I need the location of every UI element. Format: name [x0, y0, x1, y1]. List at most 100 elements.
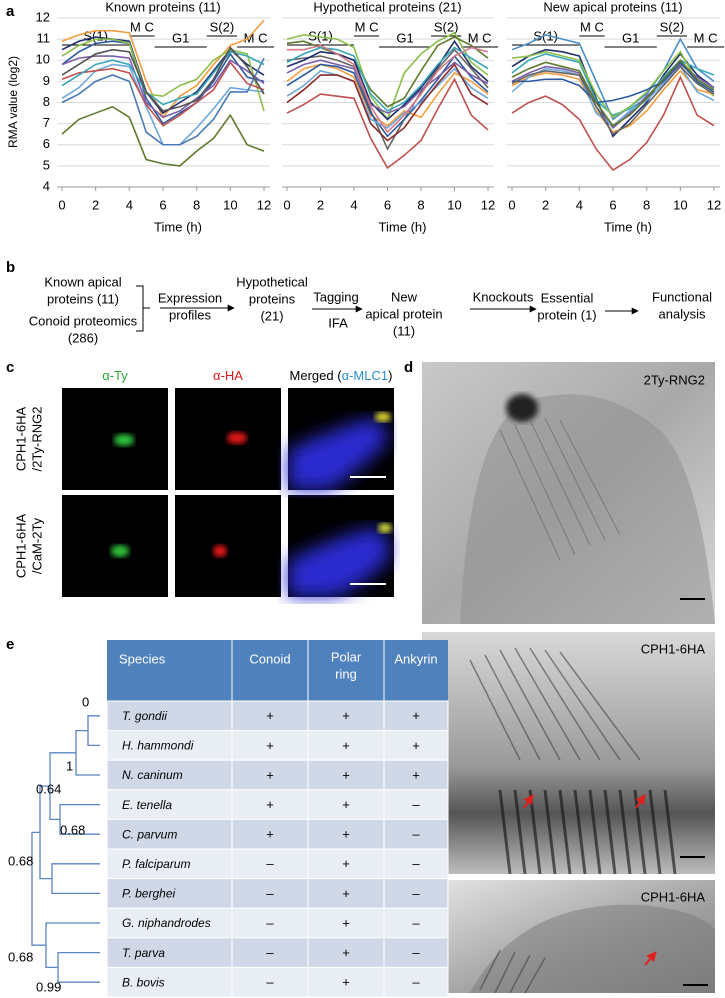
- phase-label: S(1): [533, 28, 558, 43]
- series-line: [511, 75, 715, 172]
- x-tick-label: 10: [673, 197, 687, 212]
- x-tick-label: 6: [384, 197, 391, 212]
- chart-title: Hypothetical proteins (21): [313, 0, 461, 14]
- flow-text: Conoid proteomics: [29, 313, 138, 328]
- em-image: [422, 632, 715, 874]
- support-value: 0.64: [36, 781, 61, 796]
- x-tick-label: 0: [508, 197, 515, 212]
- species-name: N. caninum: [122, 768, 183, 782]
- flow-connectors: [136, 285, 639, 332]
- image-label: CPH1-6HA: [641, 889, 706, 904]
- panel-label: a: [6, 3, 15, 20]
- fibers: [499, 417, 621, 561]
- table-cell: +: [342, 738, 350, 753]
- tree-branch: [45, 922, 100, 969]
- phase-label: M C: [355, 19, 379, 34]
- x-tick-label: 0: [58, 197, 65, 212]
- header-part: α-Ty: [102, 368, 128, 383]
- support-value: 0.68: [8, 853, 33, 868]
- x-tick-label: 6: [159, 197, 166, 212]
- table-cell: –: [412, 915, 420, 930]
- x-axis-label: Time (h): [604, 219, 652, 234]
- chart-title: New apical proteins (11): [543, 0, 682, 14]
- species-name: B. bovis: [122, 975, 165, 989]
- signal: [227, 432, 247, 444]
- series-line: [511, 63, 715, 130]
- x-tick-label: 2: [317, 197, 324, 212]
- y-tick-label: 6: [43, 136, 50, 151]
- y-tick-label: 10: [36, 52, 50, 67]
- table-cell: –: [266, 945, 274, 960]
- x-tick-label: 10: [447, 197, 461, 212]
- image-label: 2Ty-RNG2: [644, 372, 705, 387]
- x-tick-label: 2: [92, 197, 99, 212]
- header-cell: Species: [119, 651, 166, 666]
- x-axis-label: Time (h): [154, 219, 202, 234]
- table-row: [106, 966, 449, 998]
- species-name: P. falciparum: [122, 857, 190, 871]
- flow-text: Known apical: [44, 274, 121, 289]
- row-label: /2Ty-RNG2: [29, 406, 44, 471]
- flow-text: Functional: [652, 289, 712, 304]
- series-line: [511, 69, 715, 134]
- series-line: [61, 38, 265, 112]
- table-cell: +: [342, 915, 350, 930]
- x-tick-label: 4: [126, 197, 133, 212]
- cell: [470, 904, 715, 993]
- table-cell: +: [342, 856, 350, 871]
- column-header: α-Ty: [102, 368, 128, 383]
- x-tick-label: 12: [257, 197, 271, 212]
- flow-text: profiles: [169, 307, 211, 322]
- panel-label: b: [6, 259, 15, 276]
- header-cell: Polar: [331, 649, 362, 664]
- species-name: P. berghei: [122, 887, 175, 901]
- tree-branch: [87, 715, 100, 747]
- table-cell: –: [412, 975, 420, 990]
- flow-text: New: [391, 289, 418, 304]
- signal: [378, 523, 392, 533]
- x-tick-label: 12: [481, 197, 495, 212]
- flow-text: (286): [68, 330, 98, 345]
- table-cell: +: [342, 797, 350, 812]
- phase-label: M C: [694, 30, 718, 45]
- table-cell: +: [342, 708, 350, 723]
- series-line: [286, 63, 489, 142]
- table-cell: +: [342, 975, 350, 990]
- table-cell: –: [266, 856, 274, 871]
- table-cell: –: [412, 797, 420, 812]
- phase-label: S(1): [308, 28, 333, 43]
- flow-text: Hypothetical: [236, 274, 308, 289]
- species-name: T. gondii: [122, 709, 167, 723]
- flow-text: proteins (11): [47, 291, 119, 306]
- phase-label: G1: [172, 30, 189, 45]
- table-cell: +: [342, 827, 350, 842]
- em-image: [422, 880, 715, 993]
- x-tick-label: 8: [643, 197, 650, 212]
- series-line: [61, 57, 265, 146]
- signal: [288, 527, 390, 597]
- panel-label: c: [6, 359, 14, 376]
- row-label: CPH1-6HA: [13, 514, 28, 579]
- series-line: [511, 48, 715, 138]
- series-line: [511, 59, 715, 127]
- phase-label: S(2): [210, 19, 235, 34]
- series-line: [61, 50, 265, 106]
- arrow: [644, 951, 657, 966]
- series-line: [286, 39, 489, 121]
- flow-text: (11): [393, 323, 415, 338]
- series-line: [286, 67, 489, 129]
- y-tick-label: 9: [43, 73, 50, 88]
- fibers: [469, 647, 641, 761]
- series-line: [286, 77, 489, 170]
- table-cell: –: [412, 827, 420, 842]
- flow-text: proteins: [249, 291, 296, 306]
- image-label: 2Ty-RNG2: [70, 464, 127, 478]
- image-label: CPH1-6HA: [183, 464, 242, 478]
- flow-text: Essential: [541, 290, 594, 305]
- em-images: [422, 362, 715, 993]
- header-part: Merged (: [290, 368, 343, 383]
- image-label: CPH1-6HA: [183, 572, 242, 586]
- flow-text: IFA: [328, 315, 348, 330]
